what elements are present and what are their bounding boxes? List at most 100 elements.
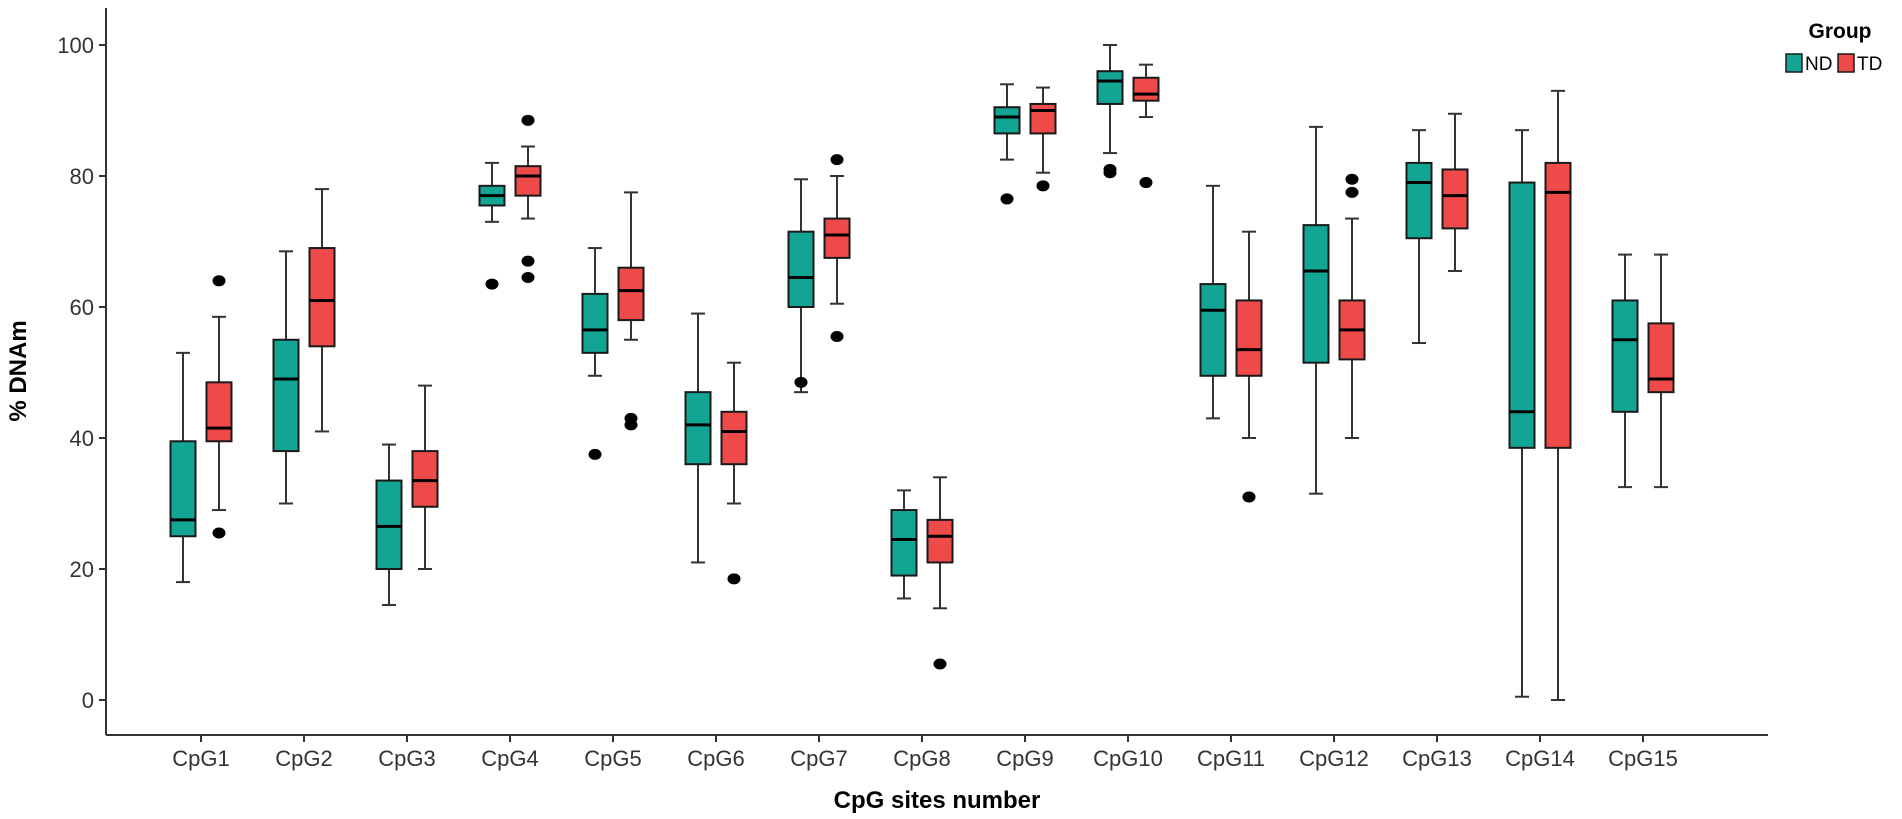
iqr-box bbox=[1508, 181, 1536, 449]
outlier-point bbox=[212, 275, 226, 287]
box-td-cpg14 bbox=[1544, 89, 1572, 701]
box-nd-cpg2 bbox=[272, 250, 300, 505]
iqr-box bbox=[308, 247, 336, 348]
x-tick-label: CpG6 bbox=[687, 746, 744, 771]
x-tick-label: CpG4 bbox=[481, 746, 538, 771]
box-nd-cpg4 bbox=[478, 161, 506, 290]
box-td-cpg1 bbox=[205, 275, 233, 539]
legend-title: Group bbox=[1809, 20, 1872, 43]
outlier-point bbox=[521, 255, 535, 267]
outlier-point bbox=[830, 154, 844, 166]
outlier-point bbox=[624, 419, 638, 431]
y-tick-label: 80 bbox=[70, 164, 94, 189]
outlier-point bbox=[1345, 173, 1359, 185]
x-tick-label: CpG13 bbox=[1402, 746, 1472, 771]
y-axis-title: % DNAm bbox=[5, 320, 32, 421]
outlier-point bbox=[1000, 193, 1014, 205]
x-tick-label: CpG15 bbox=[1608, 746, 1678, 771]
iqr-box bbox=[1611, 299, 1639, 413]
iqr-box bbox=[1029, 102, 1057, 135]
x-tick-label: CpG3 bbox=[378, 746, 435, 771]
box-td-cpg11 bbox=[1235, 230, 1263, 503]
boxes bbox=[169, 44, 1675, 701]
x-tick-label: CpG11 bbox=[1197, 746, 1265, 771]
box-nd-cpg10 bbox=[1096, 44, 1124, 179]
iqr-box bbox=[1096, 70, 1124, 105]
x-tick-label: CpG5 bbox=[584, 746, 641, 771]
iqr-box bbox=[720, 410, 748, 466]
box-nd-cpg11 bbox=[1199, 184, 1227, 420]
x-tick-label: CpG12 bbox=[1299, 746, 1369, 771]
outlier-point bbox=[521, 272, 535, 284]
y-tick-label: 20 bbox=[70, 557, 94, 582]
box-td-cpg12 bbox=[1338, 173, 1366, 439]
outlier-point bbox=[1139, 177, 1153, 189]
iqr-box bbox=[684, 391, 712, 466]
box-nd-cpg3 bbox=[375, 443, 403, 607]
box-td-cpg7 bbox=[823, 154, 851, 342]
iqr-box bbox=[169, 440, 197, 538]
iqr-box bbox=[1647, 322, 1675, 394]
x-tick-label: CpG9 bbox=[996, 746, 1053, 771]
iqr-box bbox=[993, 106, 1021, 135]
iqr-box bbox=[1132, 76, 1160, 102]
outlier-point bbox=[933, 658, 947, 670]
iqr-box bbox=[205, 381, 233, 443]
x-axis-title: CpG sites number bbox=[834, 787, 1041, 814]
outlier-point bbox=[521, 114, 535, 126]
y-tick-label: 40 bbox=[70, 426, 94, 451]
legend: Group ND TD bbox=[1785, 20, 1882, 75]
iqr-box bbox=[411, 450, 439, 508]
legend-label-td: TD bbox=[1857, 54, 1882, 75]
iqr-box bbox=[581, 292, 609, 354]
iqr-box bbox=[514, 165, 542, 197]
iqr-box bbox=[926, 518, 954, 564]
outlier-point bbox=[1345, 186, 1359, 198]
box-nd-cpg7 bbox=[787, 178, 815, 394]
iqr-box bbox=[1235, 299, 1263, 377]
outlier-point bbox=[1242, 491, 1256, 503]
outlier-point bbox=[1103, 163, 1117, 175]
iqr-box bbox=[1441, 168, 1469, 230]
box-td-cpg3 bbox=[411, 384, 439, 570]
x-tick-label: CpG8 bbox=[893, 746, 950, 771]
box-nd-cpg15 bbox=[1611, 253, 1639, 489]
box-nd-cpg8 bbox=[890, 489, 918, 600]
outlier-point bbox=[1036, 180, 1050, 192]
box-nd-cpg5 bbox=[581, 247, 609, 460]
x-tick-label: CpG1 bbox=[172, 746, 229, 771]
x-tick-label: CpG2 bbox=[275, 746, 332, 771]
x-ticks: CpG1 CpG2 CpG3 CpG4 CpG5 CpG6 CpG7 CpG8 CpG9 CpG1… bbox=[172, 735, 1678, 771]
iqr-box bbox=[1302, 224, 1330, 364]
axes bbox=[105, 8, 1768, 736]
box-td-cpg4 bbox=[514, 114, 542, 284]
box-nd-cpg14 bbox=[1508, 129, 1536, 698]
iqr-box bbox=[617, 266, 645, 322]
box-nd-cpg1 bbox=[169, 351, 197, 584]
box-nd-cpg12 bbox=[1302, 125, 1330, 495]
iqr-box bbox=[375, 479, 403, 571]
outlier-point bbox=[588, 448, 602, 460]
box-nd-cpg6 bbox=[684, 312, 712, 564]
box-td-cpg5 bbox=[617, 191, 645, 431]
y-tick-label: 100 bbox=[57, 33, 94, 58]
box-td-cpg15 bbox=[1647, 253, 1675, 489]
iqr-box bbox=[1199, 283, 1227, 377]
box-td-cpg8 bbox=[926, 476, 954, 670]
legend-items: ND TD bbox=[1785, 53, 1882, 75]
iqr-box bbox=[787, 230, 815, 308]
iqr-box bbox=[823, 217, 851, 259]
box-td-cpg2 bbox=[308, 188, 336, 433]
outlier-point bbox=[794, 376, 808, 388]
box-td-cpg9 bbox=[1029, 86, 1057, 192]
iqr-box bbox=[1544, 161, 1572, 449]
y-tick-label: 60 bbox=[70, 295, 94, 320]
x-tick-label: CpG14 bbox=[1505, 746, 1575, 771]
iqr-box bbox=[272, 338, 300, 453]
box-td-cpg6 bbox=[720, 361, 748, 585]
legend-swatch-nd bbox=[1785, 53, 1803, 73]
iqr-box bbox=[890, 509, 918, 577]
outlier-point bbox=[830, 330, 844, 342]
